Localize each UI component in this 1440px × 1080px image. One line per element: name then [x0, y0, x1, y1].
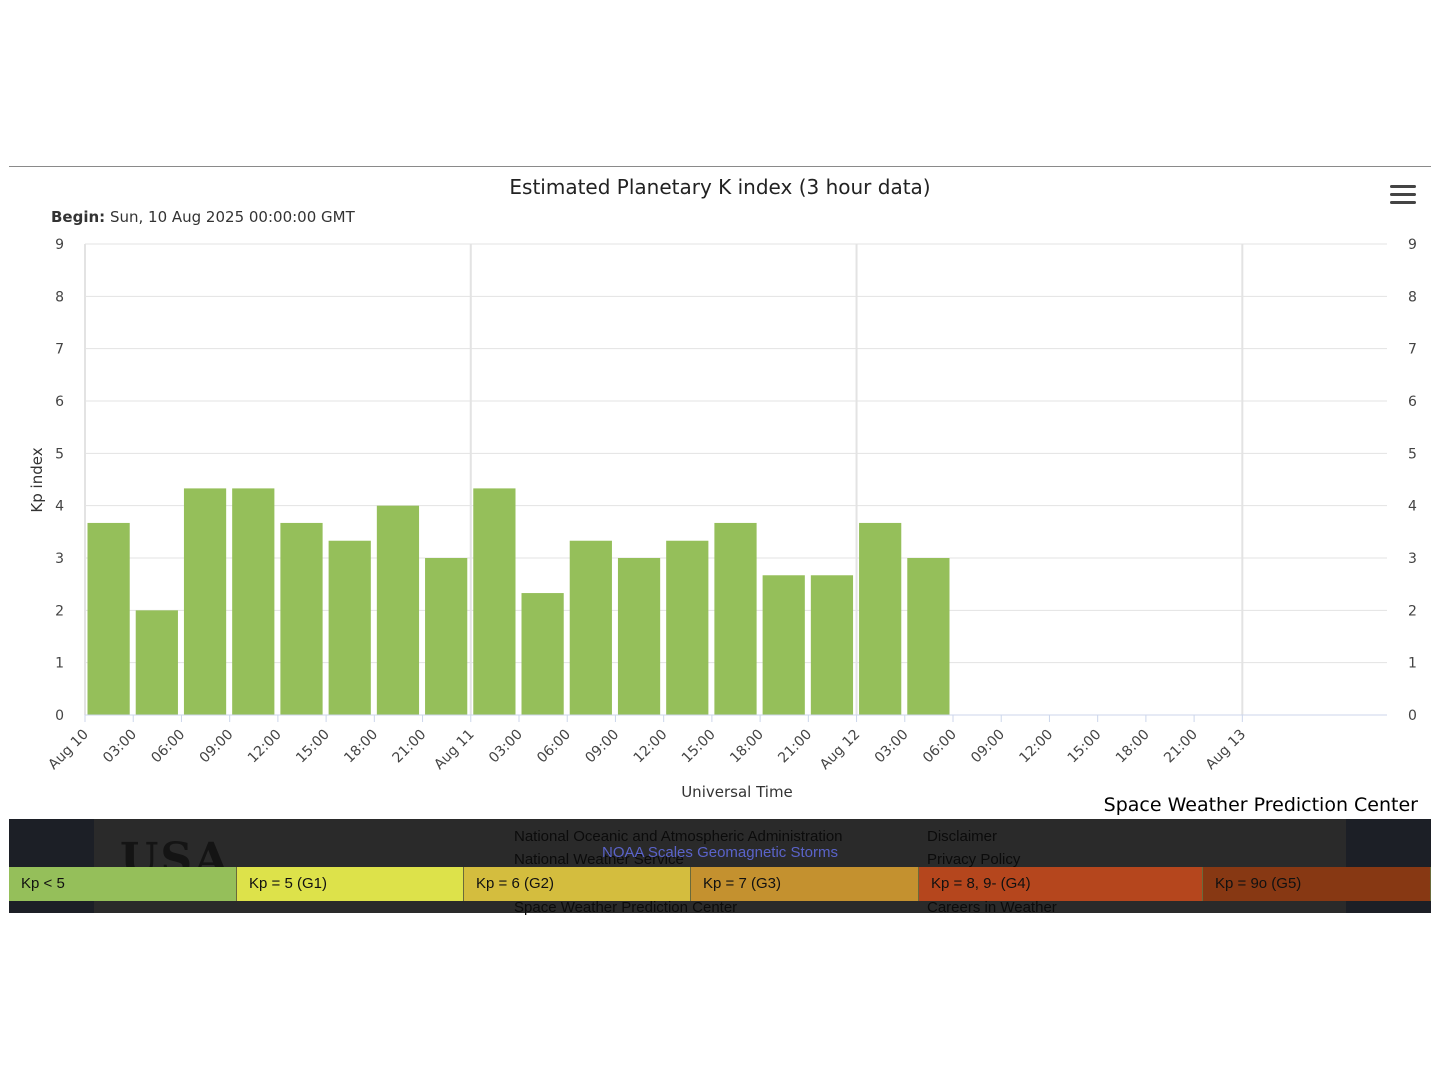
legend-item-g5: Kp = 9o (G5): [1203, 867, 1431, 901]
x-tick-label: 21:00: [1161, 727, 1201, 767]
x-tick-label: Aug 13: [1203, 727, 1249, 773]
hamburger-menu-icon[interactable]: [1390, 185, 1416, 207]
y-tick-label-right: 4: [1408, 499, 1417, 515]
kp-bar: [907, 558, 950, 715]
x-tick-label: 06:00: [148, 727, 188, 767]
x-tick-label: 03:00: [486, 727, 526, 767]
y-tick-label: 6: [55, 394, 64, 410]
y-tick-label-right: 6: [1408, 394, 1417, 410]
kp-bar: [666, 540, 709, 715]
x-tick-label: 15:00: [1065, 727, 1105, 767]
footer-link[interactable]: Careers in Weather: [927, 899, 1057, 916]
kp-bar: [521, 593, 564, 715]
y-tick-label-right: 3: [1408, 551, 1417, 567]
x-tick-label: 03:00: [872, 727, 912, 767]
y-tick-label-right: 1: [1408, 656, 1417, 672]
x-tick-label: 12:00: [245, 727, 285, 767]
footer-link[interactable]: Privacy Policy: [927, 851, 1021, 868]
y-tick-label-right: 0: [1408, 708, 1417, 724]
y-tick-label-right: 7: [1408, 342, 1417, 358]
x-tick-label: 18:00: [727, 727, 767, 767]
kp-bar: [859, 522, 902, 715]
x-tick-label: 12:00: [631, 727, 671, 767]
kp-bar: [425, 558, 468, 715]
x-axis-title: Universal Time: [681, 783, 793, 801]
x-tick-label: Aug 10: [45, 727, 91, 773]
noaa-scales-caption[interactable]: NOAA Scales Geomagnetic Storms: [602, 844, 838, 861]
kp-bar: [714, 522, 757, 715]
legend-item-g4: Kp = 8, 9- (G4): [919, 867, 1203, 901]
y-tick-label: 4: [55, 499, 64, 515]
kp-bar: [87, 522, 130, 715]
footer-link[interactable]: Disclaimer: [927, 828, 998, 845]
legend-item-kp-below-5: Kp < 5: [9, 867, 237, 901]
x-tick-label: 21:00: [390, 727, 430, 767]
y-axis-title: Kp index: [28, 447, 46, 512]
x-tick-label: 15:00: [679, 727, 719, 767]
kp-bar: [280, 522, 323, 715]
x-tick-label: 09:00: [197, 727, 237, 767]
x-tick-label: 15:00: [293, 727, 333, 767]
x-tick-label: 06:00: [920, 727, 960, 767]
kp-bar: [569, 540, 612, 715]
x-tick-label: 12:00: [1016, 727, 1056, 767]
kp-color-legend: Kp < 5 Kp = 5 (G1) Kp = 6 (G2) Kp = 7 (G…: [9, 867, 1431, 901]
x-tick-label: 09:00: [582, 727, 622, 767]
kp-bar: [376, 505, 420, 715]
y-tick-label-right: 5: [1408, 446, 1417, 462]
y-tick-label-right: 2: [1408, 603, 1417, 619]
top-divider: [9, 166, 1431, 167]
y-tick-label-right: 8: [1408, 289, 1417, 305]
kp-bar: [473, 488, 516, 715]
chart-title: Estimated Planetary K index (3 hour data…: [509, 175, 931, 199]
x-tick-label: Aug 12: [817, 727, 863, 773]
kp-bar: [810, 575, 854, 715]
x-tick-label: Aug 11: [431, 727, 477, 773]
kp-bar: [762, 575, 805, 715]
x-tick-label: 18:00: [341, 727, 381, 767]
kp-bar: [232, 488, 275, 715]
x-tick-label: 21:00: [775, 727, 815, 767]
y-tick-label: 5: [55, 446, 64, 462]
begin-value: Sun, 10 Aug 2025 00:00:00 GMT: [109, 208, 355, 226]
legend-item-g2: Kp = 6 (G2): [464, 867, 691, 901]
footer-agency-line: National Oceanic and Atmospheric Adminis…: [514, 828, 843, 845]
begin-label: Begin:: [51, 208, 106, 226]
x-tick-label: 18:00: [1113, 727, 1153, 767]
kp-bar: [617, 558, 661, 715]
y-tick-label-right: 9: [1408, 237, 1417, 253]
y-tick-label: 9: [55, 237, 64, 253]
begin-timestamp: Begin: Sun, 10 Aug 2025 00:00:00 GMT: [51, 208, 355, 226]
credit-label: Space Weather Prediction Center: [1103, 794, 1418, 816]
x-tick-label: 03:00: [100, 727, 140, 767]
legend-item-g3: Kp = 7 (G3): [691, 867, 919, 901]
x-tick-label: 06:00: [534, 727, 574, 767]
y-tick-label: 8: [55, 289, 64, 305]
legend-item-g1: Kp = 5 (G1): [237, 867, 464, 901]
y-tick-label: 1: [55, 656, 64, 672]
x-tick-label: 09:00: [968, 727, 1008, 767]
y-tick-label: 3: [55, 551, 64, 567]
y-tick-label: 7: [55, 342, 64, 358]
kp-bar: [183, 488, 227, 715]
y-tick-label: 2: [55, 603, 64, 619]
kp-bar: [328, 540, 371, 715]
kp-bar: [135, 610, 178, 715]
y-tick-label: 0: [55, 708, 64, 724]
footer-agency-line: Space Weather Prediction Center: [514, 899, 738, 916]
footer-agency-line: National Weather Service: [514, 851, 684, 868]
